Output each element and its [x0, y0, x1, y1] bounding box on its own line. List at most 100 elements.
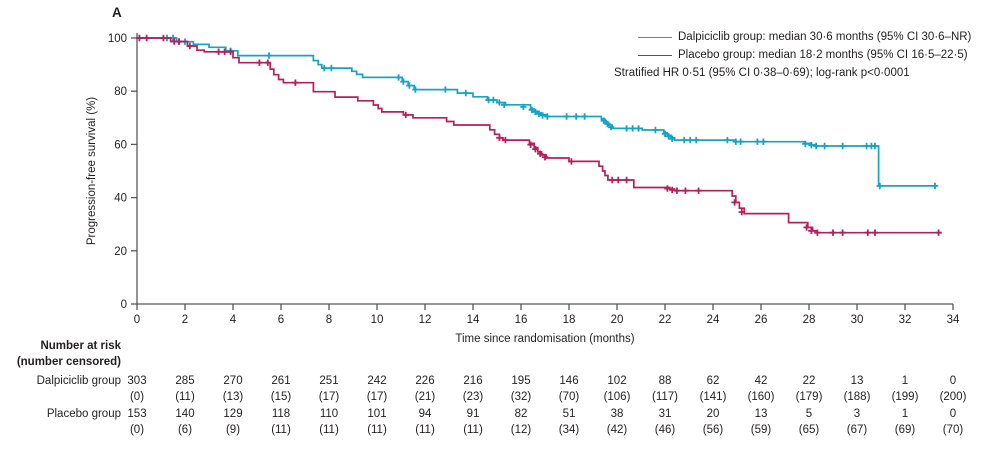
at-risk-value: 216 — [463, 375, 483, 387]
y-tick-label: 80 — [114, 86, 127, 98]
censored-value: (160) — [747, 391, 775, 403]
at-risk-value: 13 — [850, 375, 864, 387]
censored-value: (11) — [319, 424, 339, 436]
censored-value: (21) — [414, 391, 436, 403]
at-risk-value: 153 — [127, 408, 147, 420]
censored-value: (13) — [222, 391, 244, 403]
at-risk-value: 303 — [127, 375, 147, 387]
at-risk-value: 94 — [418, 408, 432, 420]
censored-value: (69) — [894, 424, 916, 436]
risk-table-header-1: Number at risk — [40, 340, 121, 352]
at-risk-value: 0 — [949, 375, 957, 387]
x-tick-label: 34 — [947, 314, 960, 326]
censored-value: (188) — [843, 391, 871, 403]
censored-value: (15) — [270, 391, 292, 403]
x-tick-label: 14 — [467, 314, 480, 326]
censored-value: (0) — [129, 391, 145, 403]
x-tick-label: 26 — [755, 314, 768, 326]
at-risk-value: 129 — [223, 408, 243, 420]
x-tick-label: 8 — [326, 314, 332, 326]
censored-value: (70) — [558, 391, 580, 403]
x-axis-title: Time since randomisation (months) — [455, 333, 635, 345]
series-placebo — [136, 34, 942, 236]
censored-value: (200) — [939, 391, 967, 403]
at-risk-value: 51 — [562, 408, 576, 420]
censored-value: (67) — [846, 424, 868, 436]
x-tick-label: 4 — [230, 314, 237, 326]
y-tick-label: 60 — [114, 139, 127, 151]
x-tick-label: 24 — [707, 314, 720, 326]
x-tick-label: 2 — [182, 314, 188, 326]
censored-value: (11) — [463, 424, 483, 436]
at-risk-value: 22 — [802, 375, 816, 387]
legend-item-placebo: Placebo group: median 18·2 months (95% C… — [638, 46, 968, 64]
y-tick-label: 20 — [114, 246, 127, 258]
censored-value: (0) — [129, 424, 145, 436]
censored-value: (46) — [654, 424, 676, 436]
at-risk-value: 3 — [853, 408, 861, 420]
at-risk-value: 91 — [466, 408, 480, 420]
y-tick-label: 100 — [108, 33, 127, 45]
risk-table-header-2: (number censored) — [16, 356, 121, 368]
at-risk-value: 261 — [271, 375, 291, 387]
censored-value: (32) — [510, 391, 532, 403]
at-risk-value: 42 — [754, 375, 768, 387]
at-risk-value: 146 — [559, 375, 579, 387]
at-risk-value: 285 — [175, 375, 195, 387]
at-risk-value: 88 — [658, 375, 672, 387]
censored-value: (23) — [462, 391, 484, 403]
at-risk-value: 195 — [511, 375, 531, 387]
dalpiciclib-line-icon — [638, 36, 672, 38]
x-tick-label: 28 — [803, 314, 816, 326]
censored-value: (11) — [271, 424, 291, 436]
censored-value: (12) — [510, 424, 532, 436]
at-risk-value: 20 — [706, 408, 720, 420]
at-risk-value: 31 — [658, 408, 672, 420]
censored-value: (11) — [175, 391, 195, 403]
at-risk-value: 226 — [415, 375, 435, 387]
x-tick-label: 30 — [851, 314, 864, 326]
censored-value: (17) — [318, 391, 340, 403]
legend-label-dalpiciclib: Dalpiciclib group: median 30·6 months (9… — [678, 31, 972, 43]
y-tick-label: 0 — [121, 299, 127, 311]
at-risk-value: 13 — [754, 408, 768, 420]
censored-value: (56) — [702, 424, 724, 436]
at-risk-value: 38 — [610, 408, 624, 420]
x-tick-label: 20 — [611, 314, 624, 326]
censored-value: (34) — [558, 424, 580, 436]
censored-value: (6) — [177, 424, 193, 436]
at-risk-value: 270 — [223, 375, 243, 387]
y-tick-label: 40 — [114, 193, 127, 205]
at-risk-value: 5 — [805, 408, 813, 420]
censored-value: (106) — [603, 391, 631, 403]
censored-value: (199) — [891, 391, 919, 403]
x-tick-label: 0 — [134, 314, 140, 326]
risk-row-label-dalpiciclib: Dalpiciclib group — [36, 375, 121, 387]
legend-label-placebo: Placebo group: median 18·2 months (95% C… — [678, 49, 968, 61]
at-risk-value: 140 — [175, 408, 195, 420]
risk-row-label-placebo: Placebo group — [46, 408, 121, 420]
censored-value: (11) — [415, 424, 435, 436]
x-tick-label: 10 — [371, 314, 384, 326]
censored-value: (11) — [367, 424, 387, 436]
at-risk-value: 110 — [319, 408, 339, 420]
at-risk-value: 251 — [319, 375, 339, 387]
at-risk-value: 0 — [949, 408, 957, 420]
at-risk-value: 62 — [706, 375, 720, 387]
at-risk-value: 102 — [607, 375, 627, 387]
censored-value: (9) — [225, 424, 241, 436]
censored-value: (42) — [606, 424, 628, 436]
stats-text: Stratified HR 0·51 (95% CI 0·38–0·69); l… — [614, 67, 910, 79]
x-tick-label: 18 — [563, 314, 576, 326]
at-risk-value: 118 — [271, 408, 291, 420]
axes — [131, 33, 954, 310]
censor-marks-placebo — [136, 34, 942, 236]
censored-value: (141) — [699, 391, 727, 403]
at-risk-value: 1 — [901, 408, 909, 420]
censored-value: (17) — [366, 391, 388, 403]
censored-value: (65) — [798, 424, 820, 436]
x-tick-label: 22 — [659, 314, 672, 326]
at-risk-value: 101 — [367, 408, 387, 420]
